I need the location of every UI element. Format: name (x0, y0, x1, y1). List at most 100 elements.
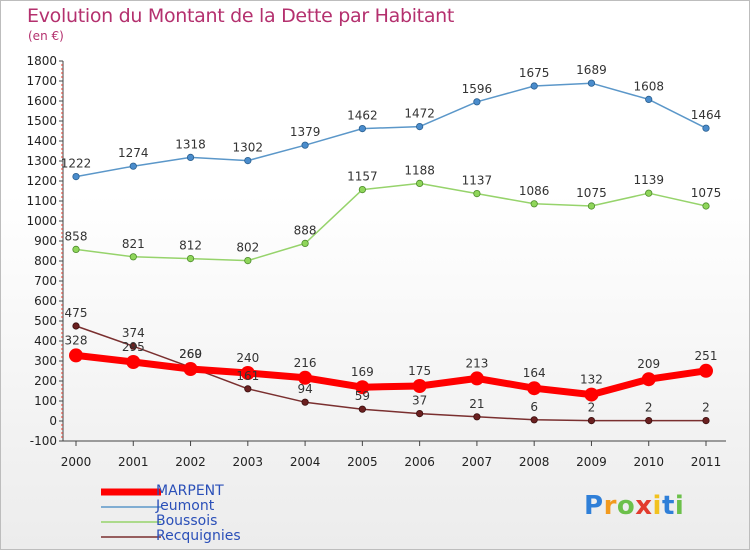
y-tick-label: 1200 (26, 174, 57, 188)
data-label-boussois: 1086 (519, 184, 550, 198)
data-label-boussois: 1075 (576, 186, 607, 200)
data-point-recquignies (473, 413, 481, 421)
data-point-marpent (240, 366, 255, 380)
data-label-marpent: 209 (637, 357, 660, 371)
legend-swatch-jeumont (101, 506, 161, 508)
data-label-recquignies: 475 (65, 306, 88, 320)
y-tick-label: 1600 (26, 94, 57, 108)
data-label-marpent: 175 (408, 364, 431, 378)
legend-label-jeumont: Jeumont (156, 498, 215, 514)
data-point-boussois (416, 179, 424, 187)
data-label-recquignies: 2 (702, 401, 710, 415)
y-tick-label: 200 (34, 374, 57, 388)
data-point-recquignies (358, 405, 366, 413)
legend-label-marpent: MARPENT (156, 483, 224, 499)
data-label-jeumont: 1222 (61, 157, 92, 171)
y-tick-label: 1500 (26, 114, 57, 128)
legend-label-recquignies: Recquignies (156, 528, 241, 544)
x-tick-label: 2008 (519, 455, 550, 469)
data-label-boussois: 821 (122, 237, 145, 251)
data-label-recquignies: 2 (645, 401, 653, 415)
data-label-jeumont: 1608 (633, 79, 664, 93)
x-tick-label: 2011 (691, 455, 722, 469)
data-label-boussois: 1075 (691, 186, 722, 200)
data-label-boussois: 1139 (633, 173, 664, 187)
legend-swatch-marpent (101, 488, 161, 496)
x-tick-label: 2007 (462, 455, 493, 469)
data-label-jeumont: 1464 (691, 108, 722, 122)
data-point-recquignies (301, 398, 309, 406)
x-tick-label: 2004 (290, 455, 321, 469)
data-point-boussois (645, 189, 653, 197)
data-point-marpent (69, 348, 83, 363)
data-label-boussois: 888 (294, 223, 317, 237)
data-label-recquignies: 6 (530, 400, 538, 414)
x-tick-label: 2010 (633, 455, 664, 469)
x-tick-label: 2005 (347, 455, 378, 469)
data-label-marpent: 132 (580, 373, 603, 387)
data-label-jeumont: 1379 (290, 125, 321, 139)
data-point-jeumont (301, 141, 309, 149)
x-tick-label: 2000 (61, 455, 92, 469)
data-label-recquignies: 2 (588, 401, 596, 415)
x-tick-label: 2009 (576, 455, 607, 469)
data-label-boussois: 858 (65, 229, 88, 243)
data-label-recquignies: 94 (297, 382, 312, 396)
data-point-jeumont (473, 98, 481, 106)
data-label-jeumont: 1274 (118, 146, 149, 160)
data-label-jeumont: 1596 (462, 82, 493, 96)
y-tick-label: 900 (34, 234, 57, 248)
data-point-marpent (641, 372, 656, 387)
data-point-boussois (129, 253, 137, 261)
data-label-marpent: 216 (294, 356, 317, 370)
data-label-recquignies: 374 (122, 326, 145, 340)
y-tick-label: 600 (34, 294, 57, 308)
data-point-jeumont (416, 123, 424, 131)
data-label-recquignies: 59 (355, 389, 370, 403)
data-point-jeumont (244, 157, 252, 165)
data-point-recquignies (72, 322, 80, 330)
data-label-recquignies: 21 (469, 397, 484, 411)
data-point-recquignies (702, 416, 710, 425)
data-point-jeumont (530, 82, 538, 90)
data-point-marpent (355, 380, 370, 395)
y-tick-label: 1100 (26, 194, 57, 208)
data-label-boussois: 802 (236, 241, 259, 255)
data-label-marpent: 260 (179, 347, 202, 361)
chart-subtitle: (en €) (28, 29, 64, 43)
data-point-jeumont (702, 124, 710, 132)
data-label-boussois: 1137 (462, 174, 493, 188)
data-point-marpent (527, 381, 542, 396)
data-point-boussois (72, 245, 80, 253)
data-label-marpent: 169 (351, 365, 374, 379)
series-line-recquignies (75, 325, 706, 422)
data-point-recquignies (587, 416, 596, 425)
y-tick-label: 0 (49, 414, 57, 428)
data-point-marpent (126, 355, 141, 369)
legend-label-boussois: Boussois (156, 513, 218, 529)
data-point-recquignies (645, 416, 653, 425)
x-tick-label: 2006 (404, 455, 435, 469)
data-point-boussois (702, 202, 710, 210)
data-point-boussois (530, 200, 538, 208)
y-tick-label: 100 (34, 394, 57, 408)
data-point-jeumont (645, 95, 653, 104)
data-point-boussois (358, 186, 366, 194)
data-point-jeumont (587, 79, 596, 87)
legend-swatch-boussois (101, 521, 161, 523)
y-tick-label: 400 (34, 334, 57, 348)
data-point-marpent (699, 363, 713, 378)
data-point-jeumont (186, 153, 195, 161)
y-tick-label: 300 (34, 354, 57, 368)
data-label-marpent: 328 (65, 333, 88, 347)
legend-swatch-recquignies (101, 536, 161, 538)
data-point-recquignies (416, 409, 424, 418)
y-tick-label: 1300 (26, 154, 57, 168)
y-tick-label: 1400 (26, 134, 57, 148)
data-point-marpent (183, 362, 198, 376)
data-point-marpent (298, 370, 313, 385)
y-tick-label: -100 (30, 434, 57, 448)
data-point-boussois (244, 256, 252, 265)
y-tick-label: 500 (34, 314, 57, 328)
